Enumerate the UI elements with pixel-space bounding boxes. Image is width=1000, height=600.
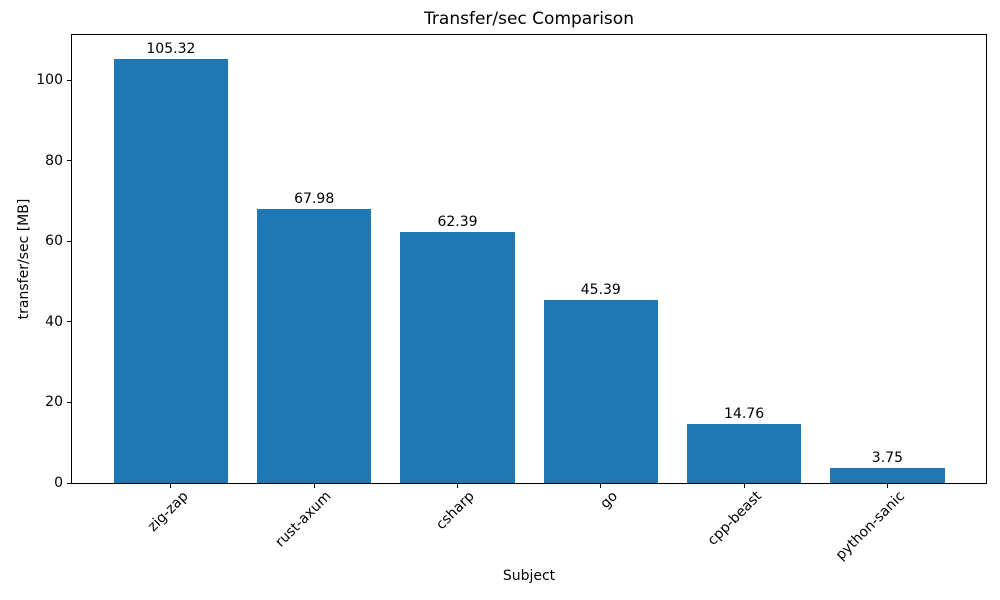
- bar: [113, 58, 229, 483]
- bar: [686, 423, 802, 483]
- bar: [830, 467, 945, 483]
- bar-value-label: 67.98: [294, 191, 335, 208]
- y-tick-label: 80: [45, 152, 63, 169]
- x-tick-mark: [170, 484, 172, 488]
- y-tick-mark: [67, 240, 71, 242]
- x-tick-label: csharp: [433, 488, 479, 533]
- bar-value-label: 105.32: [146, 40, 196, 57]
- bar-value-label: 3.75: [871, 449, 903, 466]
- x-tick-label: go: [597, 488, 622, 512]
- y-tick-label: 20: [45, 394, 63, 411]
- x-tick-mark: [743, 484, 745, 488]
- x-tick-label: rust-axum: [272, 488, 335, 551]
- bar: [400, 231, 515, 483]
- x-tick-mark: [457, 484, 458, 488]
- y-tick-mark: [67, 79, 71, 81]
- y-tick-mark: [67, 160, 71, 162]
- bar: [543, 300, 659, 483]
- bar-value-label: 45.39: [580, 282, 621, 299]
- y-tick-label: 0: [54, 475, 63, 491]
- y-tick-mark: [67, 482, 71, 484]
- x-tick-label: cpp-beast: [704, 488, 765, 549]
- x-tick-label: zig-zap: [144, 488, 192, 535]
- y-tick-label: 100: [36, 72, 63, 89]
- x-tick-mark: [313, 484, 315, 488]
- y-tick-label: 40: [45, 313, 63, 330]
- x-tick-label: python-sanic: [832, 488, 909, 564]
- y-tick-label: 60: [45, 233, 63, 250]
- chart-title: Transfer/sec Comparison: [424, 9, 634, 29]
- plot-area: 105.32 zig-zap 67.98 rust-axum 62.39 csharp 45…: [36, 34, 987, 564]
- bar-value-label: 14.76: [724, 405, 765, 422]
- x-tick-mark: [600, 484, 602, 488]
- y-tick-mark: [67, 321, 71, 323]
- y-axis-label: transfer/sec [MB]: [16, 198, 32, 320]
- x-tick-mark: [886, 484, 888, 488]
- x-axis-label: Subject: [502, 568, 556, 584]
- y-tick-mark: [67, 401, 71, 403]
- bar-value-label: 62.39: [437, 213, 478, 230]
- bar: [256, 209, 372, 483]
